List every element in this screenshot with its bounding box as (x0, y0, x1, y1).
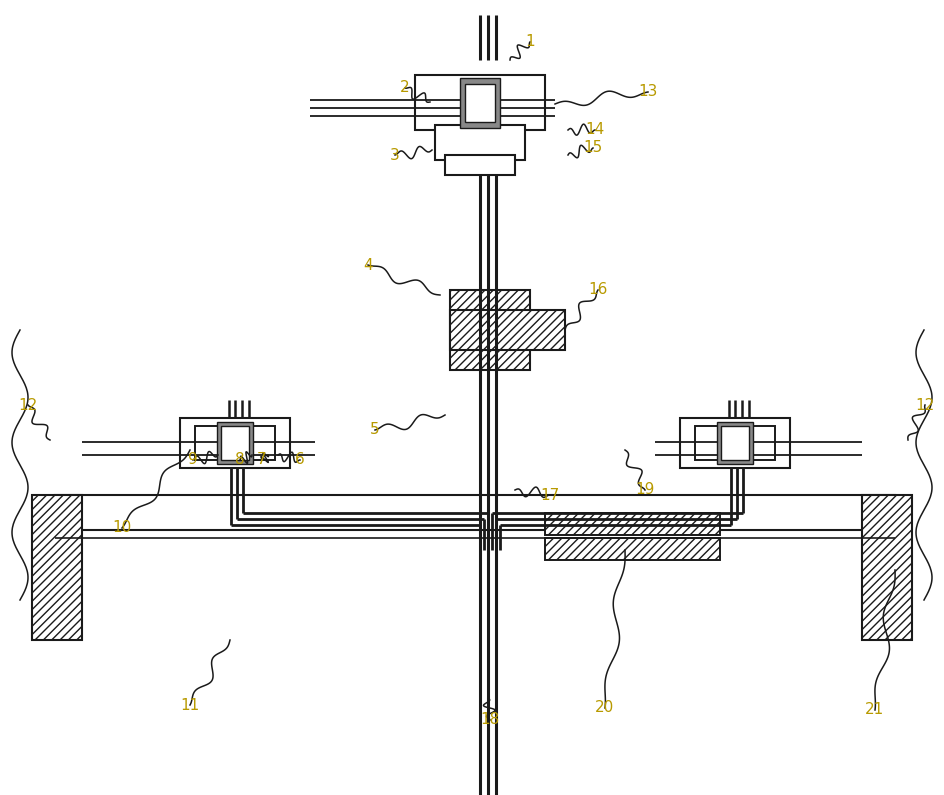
Text: 7: 7 (257, 452, 267, 467)
Bar (180, 418, 290, 468)
Text: 17: 17 (540, 487, 560, 502)
Bar (32, 495, 82, 640)
Bar (862, 495, 912, 640)
Text: 1: 1 (525, 34, 535, 49)
Bar (695, 426, 775, 460)
Text: 5: 5 (370, 422, 379, 437)
Text: 13: 13 (638, 84, 658, 99)
Text: 16: 16 (588, 282, 608, 297)
Text: 12: 12 (916, 398, 935, 413)
Bar (460, 78, 500, 128)
Text: 10: 10 (112, 521, 131, 536)
Bar (450, 290, 530, 370)
Text: 14: 14 (585, 122, 604, 138)
Bar (545, 538, 720, 560)
Bar (450, 310, 565, 350)
Bar (195, 426, 275, 460)
Text: 20: 20 (596, 700, 615, 716)
Text: 2: 2 (400, 80, 410, 95)
Text: 4: 4 (363, 258, 373, 273)
Text: 8: 8 (235, 452, 244, 467)
Text: 15: 15 (583, 141, 602, 156)
Bar (465, 84, 495, 122)
Bar (435, 125, 525, 160)
Text: 6: 6 (295, 452, 305, 467)
Text: 9: 9 (188, 452, 198, 467)
Text: 12: 12 (18, 398, 38, 413)
Text: 3: 3 (390, 148, 400, 162)
Bar (55, 495, 895, 530)
Bar (717, 422, 753, 464)
Bar (680, 418, 790, 468)
Bar (415, 75, 545, 130)
Bar (217, 422, 253, 464)
Text: 11: 11 (180, 697, 199, 712)
Text: 21: 21 (866, 703, 885, 718)
Text: 18: 18 (480, 712, 499, 727)
Bar (721, 426, 749, 460)
Bar (221, 426, 249, 460)
Bar (445, 155, 515, 175)
Bar (545, 513, 720, 535)
Text: 19: 19 (635, 483, 655, 498)
